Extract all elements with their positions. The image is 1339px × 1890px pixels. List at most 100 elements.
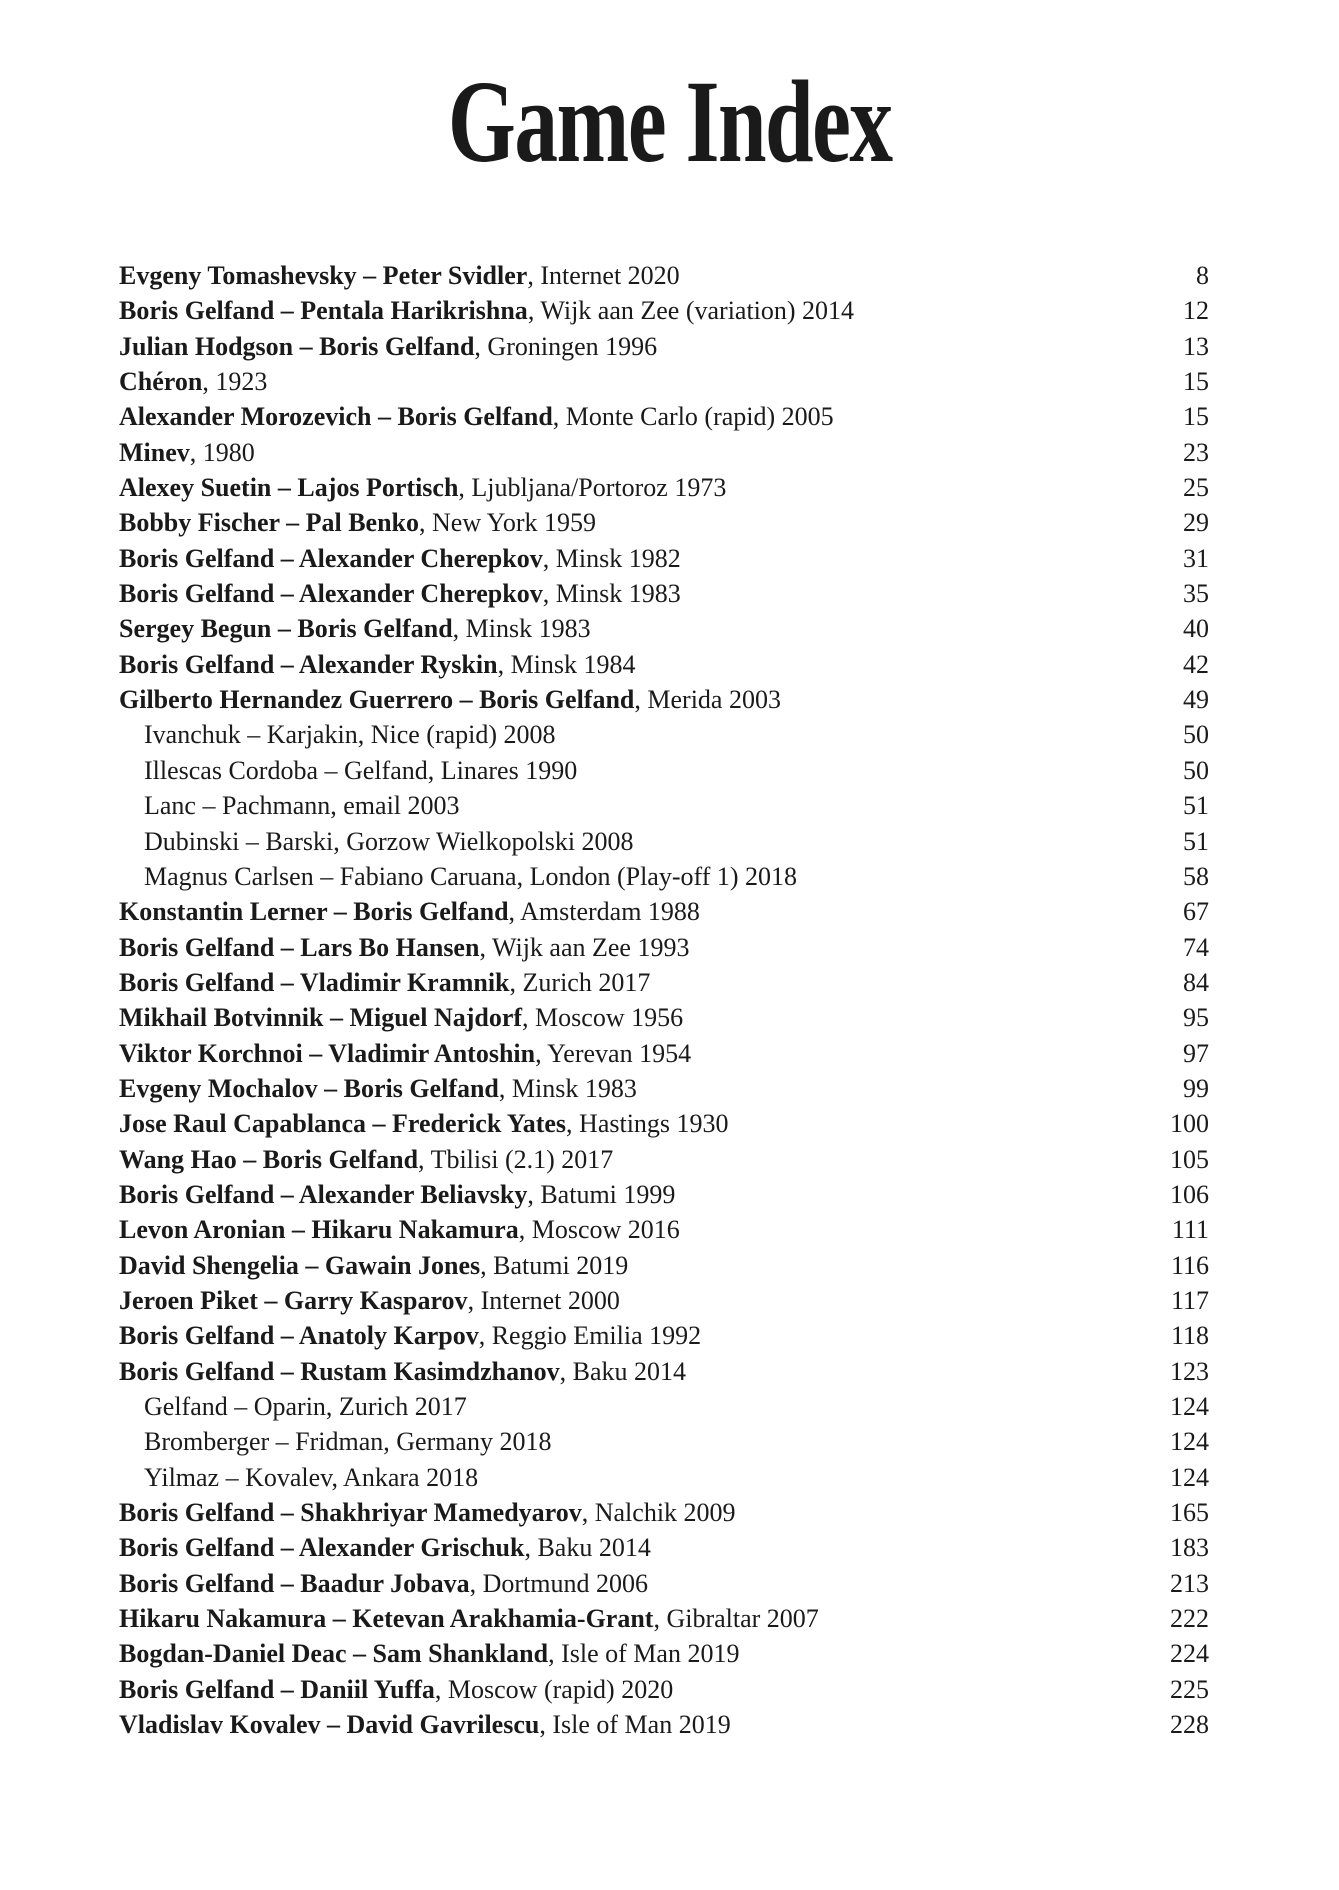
event: , Tbilisi (2.1) 2017: [418, 1144, 614, 1174]
players: Chéron: [119, 367, 203, 397]
index-subentry: Bromberger – Fridman, Germany 2018 124: [119, 1424, 1209, 1459]
event: , Minsk 1983: [452, 614, 591, 644]
event: , Isle of Man 2019: [539, 1710, 731, 1740]
entry-text: Dubinski – Barski, Gorzow Wielkopolski 2…: [119, 824, 634, 859]
event: , Batumi 2019: [480, 1250, 629, 1280]
event: , Minsk 1984: [497, 649, 636, 679]
event: , Moscow 2016: [518, 1215, 680, 1245]
page-number: 105: [1170, 1144, 1209, 1174]
index-entry: Boris Gelfand – Vladimir Kramnik, Zurich…: [119, 965, 1209, 1000]
index-entry: Mikhail Botvinnik – Miguel Najdorf, Mosc…: [119, 1000, 1209, 1035]
players: Boris Gelfand – Alexander Beliavsky: [119, 1179, 528, 1209]
page-number: 49: [1183, 685, 1209, 715]
index-entry: Boris Gelfand – Alexander Ryskin, Minsk …: [119, 647, 1209, 682]
players: Konstantin Lerner – Boris Gelfand: [119, 897, 509, 927]
entry-text: Jeroen Piket – Garry Kasparov, Internet …: [119, 1283, 620, 1318]
players: Alexey Suetin – Lajos Portisch: [119, 473, 459, 503]
entry-text: David Shengelia – Gawain Jones, Batumi 2…: [119, 1248, 628, 1283]
event: , Groningen 1996: [474, 331, 658, 361]
entry-text: Boris Gelfand – Lars Bo Hansen, Wijk aan…: [119, 930, 689, 965]
index-entry: Konstantin Lerner – Boris Gelfand, Amste…: [119, 894, 1209, 929]
index-entry: Boris Gelfand – Baadur Jobava, Dortmund …: [119, 1566, 1209, 1601]
page-number: 23: [1183, 437, 1209, 467]
players: Sergey Begun – Boris Gelfand: [119, 614, 453, 644]
index-entry: Jose Raul Capablanca – Frederick Yates, …: [119, 1106, 1209, 1141]
players: Vladislav Kovalev – David Gavrilescu: [119, 1710, 540, 1740]
entry-text: Evgeny Mochalov – Boris Gelfand, Minsk 1…: [119, 1071, 637, 1106]
index-entry: Bogdan-Daniel Deac – Sam Shankland, Isle…: [119, 1636, 1209, 1671]
event: , Reggio Emilia 1992: [478, 1321, 702, 1351]
page-number: 51: [1183, 791, 1209, 821]
players: Levon Aronian – Hikaru Nakamura: [119, 1215, 519, 1245]
entry-text: Boris Gelfand – Rustam Kasimdzhanov, Bak…: [119, 1354, 686, 1389]
index-entry: Boris Gelfand – Alexander Grischuk, Baku…: [119, 1530, 1209, 1565]
entry-text: Boris Gelfand – Vladimir Kramnik, Zurich…: [119, 965, 650, 1000]
entry-text: Boris Gelfand – Baadur Jobava, Dortmund …: [119, 1566, 648, 1601]
entry-text: Magnus Carlsen – Fabiano Caruana, London…: [119, 859, 797, 894]
players: Bobby Fischer – Pal Benko: [119, 508, 420, 538]
entry-text: Boris Gelfand – Alexander Grischuk, Baku…: [119, 1530, 651, 1565]
index-entry: Boris Gelfand – Shakhriyar Mamedyarov, N…: [119, 1495, 1209, 1530]
event: , Isle of Man 2019: [548, 1639, 740, 1669]
entry-text: Bogdan-Daniel Deac – Sam Shankland, Isle…: [119, 1636, 739, 1671]
page-number: 228: [1170, 1710, 1209, 1740]
page-number: 106: [1170, 1179, 1209, 1209]
event: , Batumi 1999: [527, 1179, 676, 1209]
entry-text: Boris Gelfand – Daniil Yuffa, Moscow (ra…: [119, 1672, 673, 1707]
index-subentry: Gelfand – Oparin, Zurich 2017 124: [119, 1389, 1209, 1424]
index-entry: Boris Gelfand – Daniil Yuffa, Moscow (ra…: [119, 1672, 1209, 1707]
entry-text: Minev, 1980: [119, 435, 255, 470]
page-number: 124: [1170, 1392, 1209, 1421]
index-entry: Levon Aronian – Hikaru Nakamura, Moscow …: [119, 1212, 1209, 1247]
entry-text: Evgeny Tomashevsky – Peter Svidler, Inte…: [119, 258, 680, 293]
index-entry: Bobby Fischer – Pal Benko, New York 1959…: [119, 505, 1209, 540]
event: , Zurich 2017: [509, 967, 651, 997]
event: , Wijk aan Zee (variation) 2014: [527, 296, 855, 326]
index-entry: David Shengelia – Gawain Jones, Batumi 2…: [119, 1248, 1209, 1283]
entry-text: Konstantin Lerner – Boris Gelfand, Amste…: [119, 894, 700, 929]
index-entry: Boris Gelfand – Rustam Kasimdzhanov, Bak…: [119, 1354, 1209, 1389]
page-number: 51: [1183, 826, 1209, 856]
players: Jeroen Piket – Garry Kasparov: [119, 1285, 468, 1315]
entry-text: Viktor Korchnoi – Vladimir Antoshin, Yer…: [119, 1036, 691, 1071]
players: Boris Gelfand – Daniil Yuffa: [119, 1674, 435, 1704]
event: , New York 1959: [419, 508, 596, 538]
page-number: 225: [1170, 1674, 1209, 1704]
index-subentry: Illescas Cordoba – Gelfand, Linares 1990…: [119, 753, 1209, 788]
players: Jose Raul Capablanca – Frederick Yates: [119, 1109, 567, 1139]
event: , Moscow (rapid) 2020: [434, 1674, 674, 1704]
index-entry: Boris Gelfand – Pentala Harikrishna, Wij…: [119, 293, 1209, 328]
players: Boris Gelfand – Pentala Harikrishna: [119, 296, 528, 326]
entry-text: Boris Gelfand – Alexander Cherepkov, Min…: [119, 576, 681, 611]
entry-text: Alexey Suetin – Lajos Portisch, Ljubljan…: [119, 470, 726, 505]
index-subentry: Ivanchuk – Karjakin, Nice (rapid) 2008 50: [119, 717, 1209, 752]
game-index-list: Evgeny Tomashevsky – Peter Svidler, Inte…: [119, 258, 1209, 1742]
players: David Shengelia – Gawain Jones: [119, 1250, 481, 1280]
index-subentry: Magnus Carlsen – Fabiano Caruana, London…: [119, 859, 1209, 894]
event: , Internet 2000: [467, 1285, 620, 1315]
entry-text: Alexander Morozevich – Boris Gelfand, Mo…: [119, 399, 834, 434]
event: , Baku 2014: [524, 1533, 651, 1563]
entry-text: Gelfand – Oparin, Zurich 2017: [119, 1389, 467, 1424]
entry-text: Boris Gelfand – Pentala Harikrishna, Wij…: [119, 293, 854, 328]
players: Julian Hodgson – Boris Gelfand: [119, 331, 475, 361]
event: , 1980: [189, 437, 255, 467]
event: , Wijk aan Zee 1993: [479, 932, 690, 962]
page-number: 124: [1170, 1462, 1209, 1492]
players: Boris Gelfand – Baadur Jobava: [119, 1568, 470, 1598]
page-number: 40: [1183, 614, 1209, 644]
page-number: 67: [1183, 897, 1209, 927]
event: , Minsk 1983: [542, 579, 681, 609]
event: Yilmaz – Kovalev, Ankara 2018: [144, 1462, 479, 1492]
entry-text: Gilberto Hernandez Guerrero – Boris Gelf…: [119, 682, 781, 717]
index-entry: Julian Hodgson – Boris Gelfand, Groninge…: [119, 329, 1209, 364]
index-entry: Boris Gelfand – Lars Bo Hansen, Wijk aan…: [119, 930, 1209, 965]
page-number: 84: [1183, 967, 1209, 997]
event: , Minsk 1983: [498, 1073, 637, 1103]
players: Mikhail Botvinnik – Miguel Najdorf: [119, 1003, 523, 1033]
entry-text: Jose Raul Capablanca – Frederick Yates, …: [119, 1106, 729, 1141]
index-entry: Boris Gelfand – Alexander Beliavsky, Bat…: [119, 1177, 1209, 1212]
event: , Dortmund 2006: [469, 1568, 648, 1598]
index-entry: Minev, 1980 23: [119, 435, 1209, 470]
event: , Amsterdam 1988: [508, 897, 700, 927]
